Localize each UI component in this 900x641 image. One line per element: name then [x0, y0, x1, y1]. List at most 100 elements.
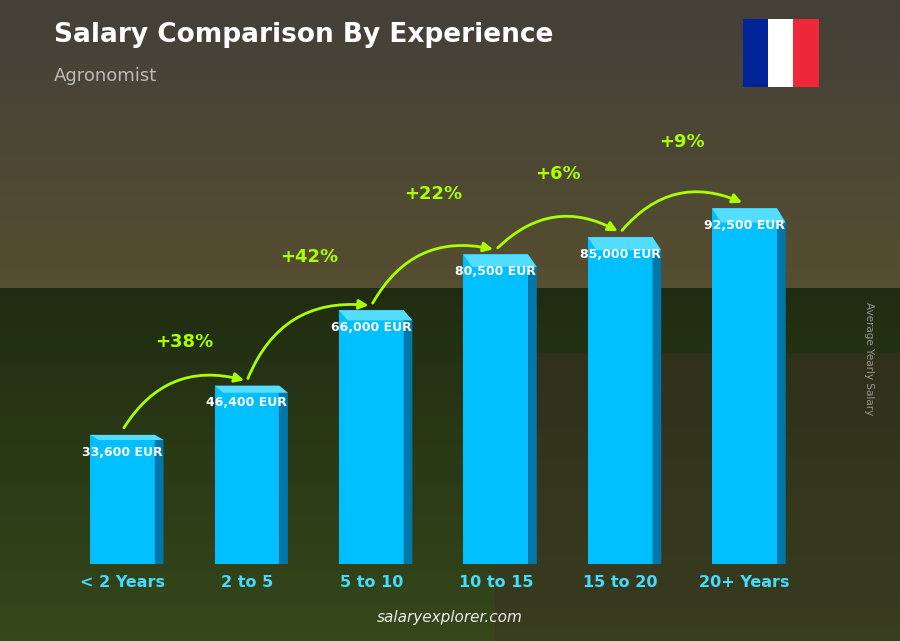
Bar: [0, 12, 900, 14]
Bar: [0, 217, 900, 219]
Bar: [0, 115, 900, 118]
Bar: [0, 472, 900, 476]
Text: +38%: +38%: [156, 333, 214, 351]
Bar: [0, 257, 900, 260]
Polygon shape: [588, 237, 662, 250]
Bar: [0, 46, 900, 49]
Bar: [0, 486, 900, 490]
Bar: [0, 31, 900, 35]
Bar: [0, 106, 900, 110]
Polygon shape: [90, 435, 155, 564]
Polygon shape: [214, 386, 279, 564]
Bar: [0, 362, 900, 366]
Bar: [0, 518, 900, 521]
Bar: [0, 578, 900, 581]
Bar: [794, 19, 819, 87]
Bar: [0, 219, 900, 222]
Bar: [0, 58, 900, 61]
Bar: [0, 556, 900, 560]
Bar: [0, 592, 900, 595]
Bar: [0, 14, 900, 17]
Bar: [0, 121, 900, 124]
Polygon shape: [90, 435, 164, 440]
Bar: [0, 190, 900, 194]
Bar: [0, 613, 900, 617]
Bar: [0, 199, 900, 202]
Bar: [0, 8, 900, 12]
Polygon shape: [214, 386, 288, 393]
Bar: [0, 87, 900, 89]
Text: salaryexplorer.com: salaryexplorer.com: [377, 610, 523, 625]
Bar: [0, 521, 900, 524]
Bar: [0, 419, 900, 422]
Bar: [0, 153, 900, 156]
Bar: [0, 54, 900, 58]
Bar: [0, 265, 900, 268]
Bar: [0, 437, 900, 440]
Bar: [0, 29, 900, 31]
Bar: [0, 159, 900, 162]
Text: 46,400 EUR: 46,400 EUR: [206, 396, 287, 410]
Bar: [0, 44, 900, 46]
Bar: [0, 296, 900, 299]
Bar: [0, 542, 900, 545]
Bar: [0, 35, 900, 37]
Bar: [0, 387, 900, 390]
Bar: [0, 429, 900, 433]
Bar: [0, 451, 900, 454]
Bar: [0, 528, 900, 531]
Polygon shape: [777, 208, 786, 564]
Polygon shape: [279, 386, 288, 564]
Bar: [0, 279, 900, 283]
Bar: [0, 242, 900, 245]
Bar: [0, 390, 900, 394]
Bar: [0, 567, 900, 570]
Bar: [0, 627, 900, 631]
Bar: [0, 124, 900, 127]
Bar: [0, 72, 900, 75]
Bar: [0, 239, 900, 242]
Text: Average Yearly Salary: Average Yearly Salary: [863, 303, 874, 415]
Bar: [0, 426, 900, 429]
Bar: [0, 317, 900, 320]
Text: 33,600 EUR: 33,600 EUR: [82, 445, 163, 458]
Bar: [0, 634, 900, 637]
Bar: [0, 415, 900, 419]
Bar: [0, 98, 900, 101]
Bar: [0, 493, 900, 496]
Bar: [0, 150, 900, 153]
Bar: [0, 49, 900, 52]
Bar: [0, 40, 900, 44]
Text: 80,500 EUR: 80,500 EUR: [455, 265, 536, 278]
Bar: [0, 490, 900, 493]
Bar: [0, 222, 900, 225]
Bar: [0, 531, 900, 535]
Bar: [0, 268, 900, 271]
Bar: [0, 303, 900, 306]
Bar: [0, 320, 900, 324]
Text: 92,500 EUR: 92,500 EUR: [704, 219, 785, 232]
Bar: [0, 581, 900, 585]
Bar: [0, 37, 900, 40]
Bar: [0, 637, 900, 641]
Bar: [0, 144, 900, 147]
Polygon shape: [464, 254, 528, 564]
Bar: [0, 210, 900, 213]
Bar: [0, 397, 900, 401]
Bar: [0, 228, 900, 231]
Bar: [0, 167, 900, 170]
Bar: [0, 500, 900, 504]
Text: +42%: +42%: [280, 247, 338, 266]
Bar: [0, 26, 900, 29]
Bar: [0, 338, 900, 341]
Bar: [0, 538, 900, 542]
Bar: [0, 6, 900, 8]
Bar: [0, 588, 900, 592]
Bar: [0, 369, 900, 373]
Bar: [0, 383, 900, 387]
Bar: [0, 331, 900, 335]
Polygon shape: [339, 310, 404, 564]
Bar: [0, 17, 900, 20]
Text: +22%: +22%: [404, 185, 463, 203]
Bar: [0, 83, 900, 87]
